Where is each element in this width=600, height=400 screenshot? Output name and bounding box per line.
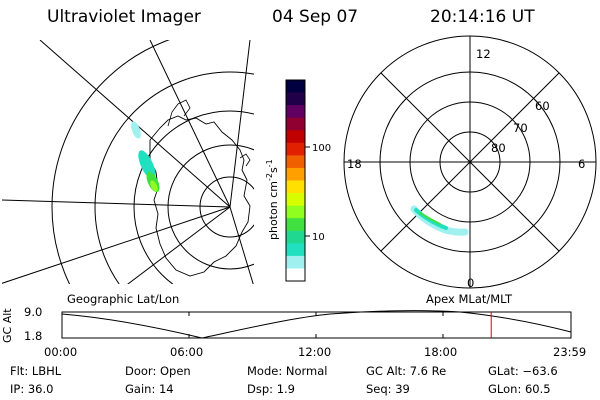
status-door: Door: Open [125, 364, 191, 378]
altitude-ticks [62, 311, 444, 339]
lat-label-60: 60 [535, 99, 550, 113]
colorbar-segment [286, 193, 305, 207]
altitude-axis-title: GC Alt [1, 308, 14, 343]
colorbar-segment [286, 155, 305, 169]
mlt-label-0: 0 [467, 276, 474, 290]
status-flt: Flt: LBHL [10, 364, 62, 378]
status-mode: Mode: Normal [247, 364, 328, 378]
mlt-label-12: 12 [476, 47, 491, 61]
altitude-ymax: 9.0 [24, 305, 43, 319]
colorbar-segment [286, 142, 305, 156]
colorbar [286, 80, 305, 282]
colorbar-label-100: 100 [312, 143, 331, 154]
altitude-ymin: 1.8 [24, 329, 43, 343]
left-map-label: Geographic Lat/Lon [67, 292, 180, 306]
x-tick-1200: 12:00 [298, 345, 332, 359]
x-tick-0600: 06:00 [170, 345, 204, 359]
lat-label-80: 80 [491, 141, 506, 155]
colorbar-segment [286, 218, 305, 232]
colorbar-segment [286, 255, 305, 269]
colorbar-segment [286, 205, 305, 219]
colorbar-label-10: 10 [312, 232, 325, 243]
mlt-label-18: 18 [347, 157, 362, 171]
colorbar-segment [286, 180, 305, 194]
time-label: 20:14:16 UT [430, 7, 535, 27]
x-tick-2359: 23:59 [553, 345, 587, 359]
status-gain: Gain: 14 [125, 382, 174, 396]
status-gcalt: GC Alt: 7.6 Re [366, 364, 447, 378]
colorbar-segment [286, 167, 305, 181]
colorbar-segment [286, 230, 305, 244]
colorbar-segment [286, 117, 305, 131]
lat-label-70: 70 [513, 121, 528, 135]
colorbar-segment [286, 130, 305, 144]
status-dsp: Dsp: 1.9 [247, 382, 295, 396]
colorbar-segment [286, 105, 305, 119]
polar-plot [343, 35, 597, 289]
date-label: 04 Sep 07 [272, 7, 359, 27]
colorbar-frame [285, 79, 306, 282]
x-tick-1800: 18:00 [424, 345, 458, 359]
colorbar-segment [286, 92, 305, 106]
instrument-title: Ultraviolet Imager [47, 7, 201, 27]
status-seq: Seq: 39 [366, 382, 410, 396]
colorbar-segment [286, 243, 305, 257]
left-aurora-emission [131, 121, 160, 193]
status-glon: GLon: 60.5 [488, 382, 551, 396]
polar-aurora-emission [410, 205, 469, 236]
geographic-map [2, 40, 254, 284]
colorbar-unit: photon cm-2s-1 [265, 159, 280, 240]
status-glat: GLat: −63.6 [488, 364, 558, 378]
mlt-label-6: 6 [578, 157, 585, 171]
colorbar-segment [286, 268, 305, 282]
x-tick-0000: 00:00 [44, 345, 78, 359]
colorbar-segment [286, 80, 305, 94]
right-map-label: Apex MLat/MLT [426, 292, 513, 306]
status-ip: IP: 36.0 [10, 382, 54, 396]
